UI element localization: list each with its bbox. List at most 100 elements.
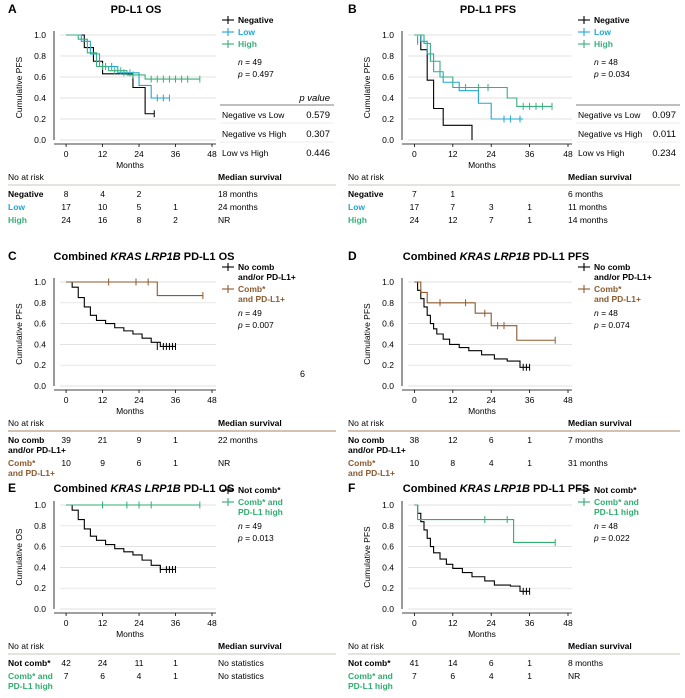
km-curve bbox=[414, 34, 552, 107]
panel-letter: A bbox=[8, 2, 17, 16]
p-stat: p = 0.007 bbox=[237, 320, 274, 330]
pvalue-row-label: Negative vs Low bbox=[578, 110, 641, 120]
title-part: PD-L1 PFS bbox=[530, 251, 589, 263]
risk-count: 7 bbox=[489, 215, 494, 225]
p-value: = 0.074 bbox=[599, 320, 630, 330]
risk-row: Low 17 7 3 1 11 months bbox=[348, 202, 607, 212]
p-stat: p = 0.074 bbox=[593, 320, 630, 330]
risk-row-label: Comb* bbox=[348, 458, 376, 468]
panel-letter: F bbox=[348, 481, 355, 495]
title-part: Combined bbox=[54, 251, 111, 263]
title-part: PD-L1 OS bbox=[181, 251, 235, 263]
y-tick-label: 0.4 bbox=[382, 339, 394, 349]
risk-count: 3 bbox=[489, 202, 494, 212]
km-curve bbox=[66, 281, 203, 297]
chart-title: PD-L1 PFS bbox=[460, 4, 516, 16]
x-tick-label: 36 bbox=[525, 395, 535, 405]
risk-count: 41 bbox=[410, 658, 420, 668]
panel-letter: B bbox=[348, 2, 357, 16]
y-axis-label: Cumulative PFS bbox=[14, 56, 24, 118]
title-part: Combined bbox=[54, 483, 111, 495]
y-tick-label: 0.8 bbox=[382, 521, 394, 531]
x-tick-label: 48 bbox=[207, 395, 217, 405]
title-part: KRAS LRP1B bbox=[460, 483, 530, 495]
y-tick-label: 0.8 bbox=[34, 298, 46, 308]
n-stat: n = 48 bbox=[594, 521, 618, 531]
x-tick-label: 12 bbox=[448, 618, 458, 628]
x-tick-label: 36 bbox=[171, 395, 181, 405]
risk-count: 1 bbox=[173, 458, 178, 468]
median-value: 14 months bbox=[568, 215, 608, 225]
legend-item: Negative bbox=[578, 15, 630, 25]
y-tick-label: 0.4 bbox=[34, 339, 46, 349]
legend-item: Low bbox=[578, 27, 611, 37]
legend-label: No comb bbox=[594, 262, 630, 272]
legend-label-line2: and/or PD-L1+ bbox=[238, 272, 296, 282]
legend-label: Low bbox=[238, 27, 255, 37]
median-value: No statistics bbox=[218, 671, 264, 681]
median-header: Median survival bbox=[218, 641, 282, 651]
panel-c: C Combined KRAS LRP1B PD-L1 OS 0.0 0.2 0.4 0.… bbox=[8, 249, 336, 478]
pvalue-row-value: 0.446 bbox=[306, 148, 330, 159]
risk-row-label: High bbox=[8, 215, 27, 225]
n-stat: n = 48 bbox=[594, 57, 618, 67]
risk-count: 7 bbox=[64, 671, 69, 681]
risk-count: 1 bbox=[173, 435, 178, 445]
chart-title: Combined KRAS LRP1B PD-L1 PFS bbox=[403, 251, 589, 263]
risk-count: 7 bbox=[412, 671, 417, 681]
y-tick-label: 1.0 bbox=[382, 500, 394, 510]
y-axis-label: Cumulative PFS bbox=[14, 303, 24, 365]
risk-row: Comb* 10 8 4 1 31 months and PD-L1+ bbox=[348, 458, 608, 478]
risk-count: 12 bbox=[448, 215, 458, 225]
chart-title: Combined KRAS LRP1B PD-L1 OS bbox=[54, 483, 235, 495]
y-tick-label: 0.8 bbox=[34, 51, 46, 61]
x-tick-label: 0 bbox=[412, 149, 417, 159]
y-tick-label: 1.0 bbox=[34, 30, 46, 40]
risk-row: High 24 12 7 1 14 months bbox=[348, 215, 608, 225]
y-axis-label: Cumulative PFS bbox=[362, 526, 372, 588]
y-tick-label: 0.2 bbox=[382, 360, 394, 370]
risk-count: 2 bbox=[173, 215, 178, 225]
median-header: Median survival bbox=[218, 172, 282, 182]
risk-count: 6 bbox=[137, 458, 142, 468]
x-tick-label: 12 bbox=[98, 395, 108, 405]
risk-count: 2 bbox=[137, 189, 142, 199]
y-tick-label: 0.8 bbox=[34, 521, 46, 531]
title-part: KRAS LRP1B bbox=[110, 483, 180, 495]
median-value: 31 months bbox=[568, 458, 608, 468]
legend-item: Negative bbox=[222, 15, 274, 25]
risk-count: 6 bbox=[450, 671, 455, 681]
x-tick-label: 36 bbox=[171, 149, 181, 159]
risk-count: 7 bbox=[412, 189, 417, 199]
panel-letter: C bbox=[8, 249, 17, 263]
p-stat: p = 0.497 bbox=[237, 69, 274, 79]
y-tick-label: 1.0 bbox=[382, 277, 394, 287]
legend-item: Not comb* bbox=[222, 485, 281, 495]
title-part: Combined bbox=[403, 483, 460, 495]
panel-e: E Combined KRAS LRP1B PD-L1 OS 0.0 0.2 0.4 0.… bbox=[8, 481, 336, 691]
risk-row: No comb 39 21 9 1 22 months and/or PD-L1+ bbox=[8, 435, 258, 455]
median-value: 7 months bbox=[568, 435, 603, 445]
x-axis-label: Months bbox=[468, 160, 496, 170]
y-tick-label: 0.0 bbox=[382, 604, 394, 614]
legend-item: Low bbox=[222, 27, 255, 37]
legend-item: Comb*and PD-L1+ bbox=[222, 284, 285, 304]
x-tick-label: 36 bbox=[525, 149, 535, 159]
y-tick-label: 0.6 bbox=[34, 72, 46, 82]
legend-label: Comb* and bbox=[238, 497, 283, 507]
median-value: No statistics bbox=[218, 658, 264, 668]
x-tick-label: 24 bbox=[134, 149, 144, 159]
risk-count: 1 bbox=[527, 671, 532, 681]
p-stat: p = 0.022 bbox=[593, 533, 630, 543]
y-tick-label: 0.4 bbox=[382, 562, 394, 572]
y-tick-label: 1.0 bbox=[34, 500, 46, 510]
risk-count: 24 bbox=[61, 215, 71, 225]
risk-count: 12 bbox=[448, 435, 458, 445]
risk-count: 1 bbox=[450, 189, 455, 199]
x-tick-label: 0 bbox=[64, 395, 69, 405]
legend-label: Comb* and bbox=[594, 497, 639, 507]
median-header: Median survival bbox=[568, 418, 632, 428]
